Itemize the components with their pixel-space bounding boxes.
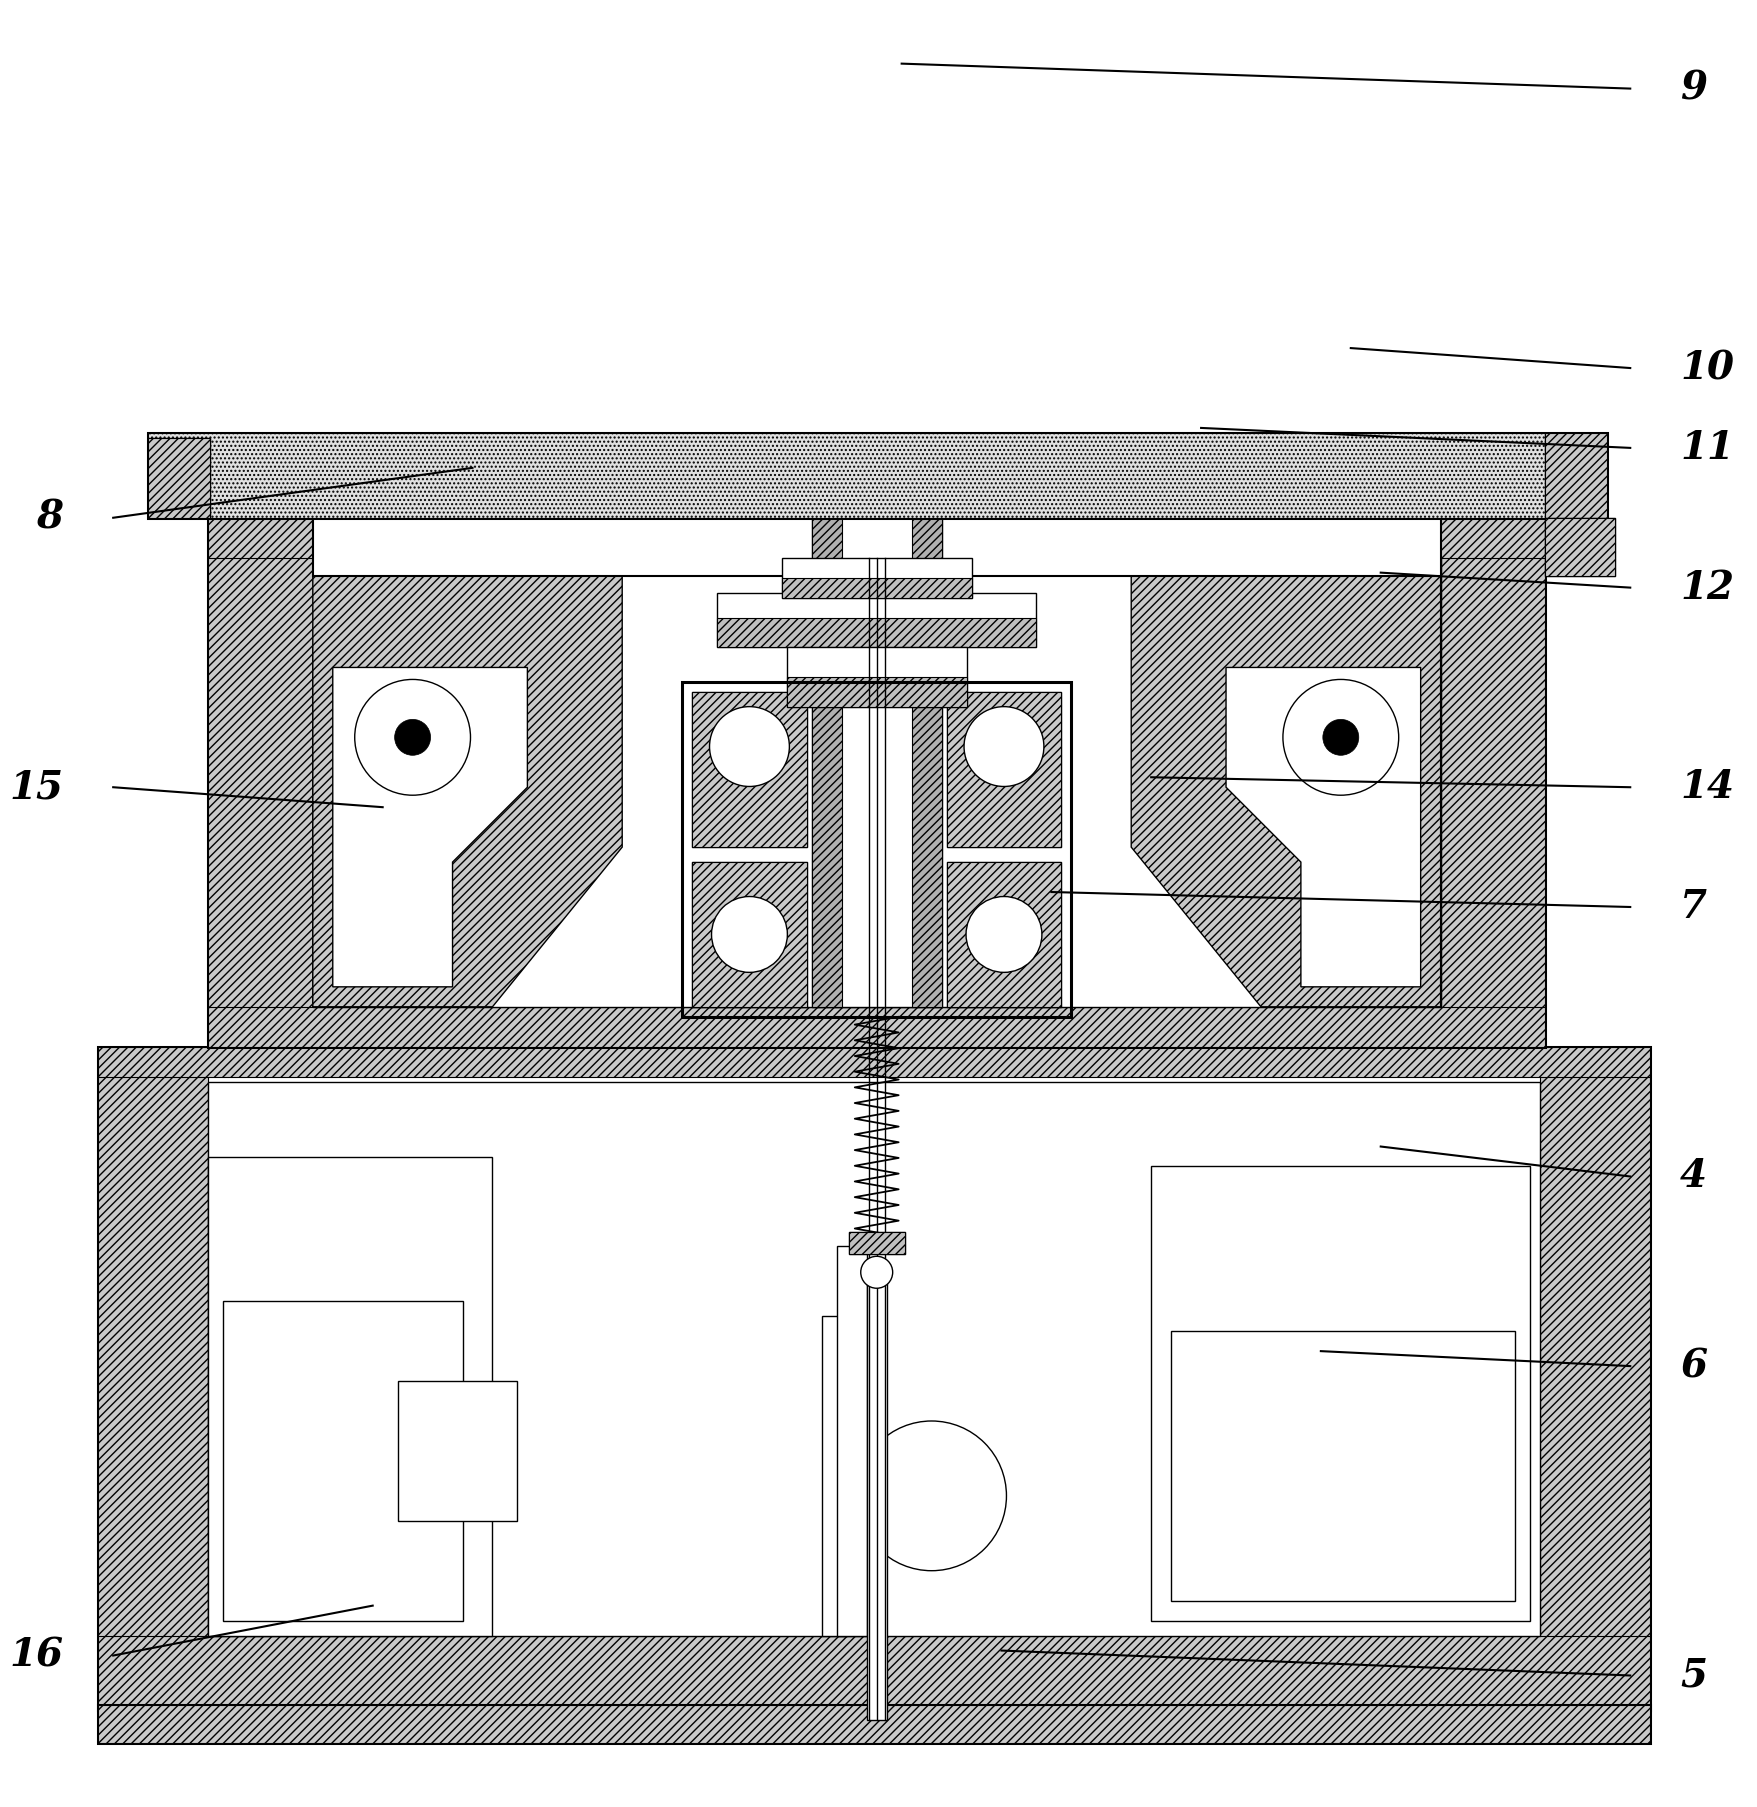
Polygon shape bbox=[313, 558, 622, 1006]
Text: 12: 12 bbox=[1680, 569, 1734, 607]
Text: 5: 5 bbox=[1680, 1657, 1708, 1695]
Bar bbox=[822, 1315, 847, 1635]
Bar bbox=[692, 692, 806, 847]
Bar bbox=[947, 862, 1061, 1006]
Bar bbox=[148, 437, 211, 519]
Bar bbox=[98, 1046, 1650, 1077]
Bar bbox=[207, 1082, 1541, 1635]
Bar bbox=[947, 692, 1061, 847]
Bar bbox=[98, 1706, 1650, 1744]
Circle shape bbox=[395, 719, 430, 755]
Bar bbox=[1546, 519, 1615, 576]
Bar bbox=[947, 862, 1061, 1006]
Bar bbox=[717, 593, 1037, 647]
Bar bbox=[207, 519, 1546, 558]
Bar bbox=[98, 1635, 1650, 1711]
Bar bbox=[98, 1046, 1650, 1711]
Bar bbox=[313, 519, 1441, 576]
Bar bbox=[692, 862, 806, 1006]
Circle shape bbox=[1283, 679, 1399, 795]
Circle shape bbox=[712, 896, 787, 972]
Bar bbox=[849, 1232, 905, 1254]
Bar bbox=[207, 519, 313, 1046]
Text: 9: 9 bbox=[1680, 70, 1708, 108]
Bar bbox=[849, 1232, 905, 1254]
Bar bbox=[1172, 1332, 1516, 1601]
Bar bbox=[787, 678, 966, 707]
Bar bbox=[207, 519, 1546, 1046]
Bar bbox=[223, 1301, 462, 1621]
Bar bbox=[866, 1278, 887, 1720]
Bar bbox=[717, 618, 1037, 647]
Bar bbox=[682, 683, 1072, 1017]
Bar bbox=[1546, 434, 1608, 519]
Circle shape bbox=[857, 1420, 1007, 1570]
Bar bbox=[207, 1006, 1546, 1046]
Text: 16: 16 bbox=[9, 1637, 63, 1675]
Circle shape bbox=[965, 707, 1044, 786]
Bar bbox=[1546, 434, 1608, 519]
Text: 7: 7 bbox=[1680, 887, 1708, 925]
Text: 6: 6 bbox=[1680, 1346, 1708, 1386]
Circle shape bbox=[966, 896, 1042, 972]
Polygon shape bbox=[313, 647, 548, 1006]
Bar bbox=[98, 1046, 207, 1711]
Bar bbox=[812, 519, 942, 1006]
Bar bbox=[782, 558, 972, 598]
Bar bbox=[207, 1156, 492, 1635]
Bar bbox=[1441, 519, 1546, 1046]
Bar bbox=[912, 519, 942, 1006]
Text: 4: 4 bbox=[1680, 1158, 1708, 1196]
Bar bbox=[1151, 1167, 1530, 1621]
Bar bbox=[947, 692, 1061, 847]
Bar bbox=[1541, 1046, 1650, 1711]
Polygon shape bbox=[1132, 558, 1441, 1006]
Bar bbox=[98, 1706, 1650, 1744]
Bar bbox=[812, 519, 842, 1006]
Text: 15: 15 bbox=[9, 768, 63, 806]
Bar bbox=[1546, 519, 1615, 576]
Polygon shape bbox=[1205, 647, 1441, 1006]
Text: 14: 14 bbox=[1680, 768, 1734, 806]
Bar bbox=[397, 1381, 517, 1521]
Bar bbox=[836, 1247, 866, 1635]
Bar bbox=[782, 578, 972, 598]
Bar bbox=[692, 862, 806, 1006]
Circle shape bbox=[861, 1256, 893, 1288]
Bar bbox=[148, 434, 1608, 519]
Circle shape bbox=[1323, 719, 1358, 755]
Polygon shape bbox=[332, 667, 527, 987]
Polygon shape bbox=[1226, 667, 1421, 987]
Bar bbox=[787, 647, 966, 707]
Bar bbox=[148, 437, 211, 519]
Text: 11: 11 bbox=[1680, 428, 1734, 466]
Text: 8: 8 bbox=[37, 499, 63, 537]
Bar bbox=[692, 692, 806, 847]
Bar bbox=[148, 434, 1608, 519]
Bar bbox=[313, 558, 1441, 1006]
Circle shape bbox=[710, 707, 789, 786]
Text: 10: 10 bbox=[1680, 349, 1734, 387]
Circle shape bbox=[355, 679, 471, 795]
